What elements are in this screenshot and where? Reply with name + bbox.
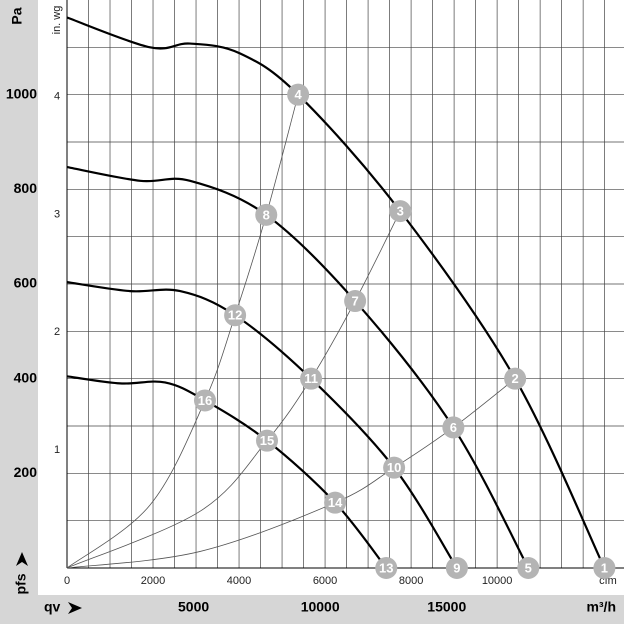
operating-point (593, 557, 616, 579)
fan-curve (66, 166, 530, 569)
x-tick-label: 5000 (178, 599, 209, 615)
operating-point (517, 557, 540, 579)
system-curve (66, 94, 299, 569)
operating-point (383, 456, 406, 479)
point-label: 7 (352, 293, 359, 308)
operating-point (375, 557, 398, 579)
operating-point (442, 416, 465, 439)
point-label: 6 (450, 420, 457, 435)
operating-point (389, 200, 412, 223)
point-label: 5 (525, 560, 532, 575)
point-label: 8 (263, 207, 270, 222)
point-label: 9 (453, 560, 460, 575)
y-tick-label: 800 (14, 180, 38, 196)
y-tick-label: 400 (14, 369, 38, 385)
x-tick-label: 15000 (427, 599, 466, 615)
operating-point (256, 429, 279, 452)
y-tick-label: 1000 (6, 85, 37, 101)
y-tick-label: 200 (14, 464, 38, 480)
y2-tick-label: 3 (54, 208, 60, 220)
x-tick-label: 10000 (301, 599, 340, 615)
operating-point (445, 557, 468, 579)
operating-point (324, 491, 347, 514)
y2-tick-label: 2 (54, 326, 60, 338)
x2-tick-label: 8000 (399, 575, 423, 587)
operating-point (287, 83, 310, 106)
system-curve (66, 210, 401, 569)
operating-point (255, 203, 278, 226)
x2-tick-label: 0 (64, 575, 70, 587)
point-label: 11 (304, 371, 318, 386)
point-label: 3 (397, 204, 404, 219)
point-label: 1 (601, 560, 608, 575)
y-tick-label: 600 (14, 275, 38, 291)
y-arrow (16, 552, 28, 566)
point-label: 12 (228, 308, 242, 323)
x-axis-name: qv (44, 599, 61, 615)
point-label: 10 (387, 460, 401, 475)
operating-point (224, 304, 247, 327)
point-label: 13 (379, 560, 393, 575)
x2-tick-label: 2000 (141, 575, 165, 587)
y2-unit: in. wg (51, 6, 63, 35)
operating-point (193, 389, 216, 412)
point-label: 2 (512, 371, 519, 386)
x-unit: m³/h (586, 599, 616, 615)
operating-point (344, 290, 367, 313)
point-label: 14 (328, 495, 343, 510)
y2-tick-label: 4 (54, 91, 60, 103)
operating-point (504, 367, 527, 390)
y-axis-name: pfs (13, 573, 29, 594)
point-label: 4 (295, 87, 303, 102)
x2-tick-label: 10000 (482, 575, 513, 587)
x2-tick-label: 4000 (227, 575, 251, 587)
y2-tick-label: 1 (54, 444, 60, 456)
point-label: 16 (198, 393, 212, 408)
point-label: 15 (260, 433, 274, 448)
operating-point (300, 367, 323, 390)
y-unit: Pa (9, 7, 25, 24)
x2-tick-label: 6000 (313, 575, 337, 587)
x-arrow (68, 602, 82, 614)
